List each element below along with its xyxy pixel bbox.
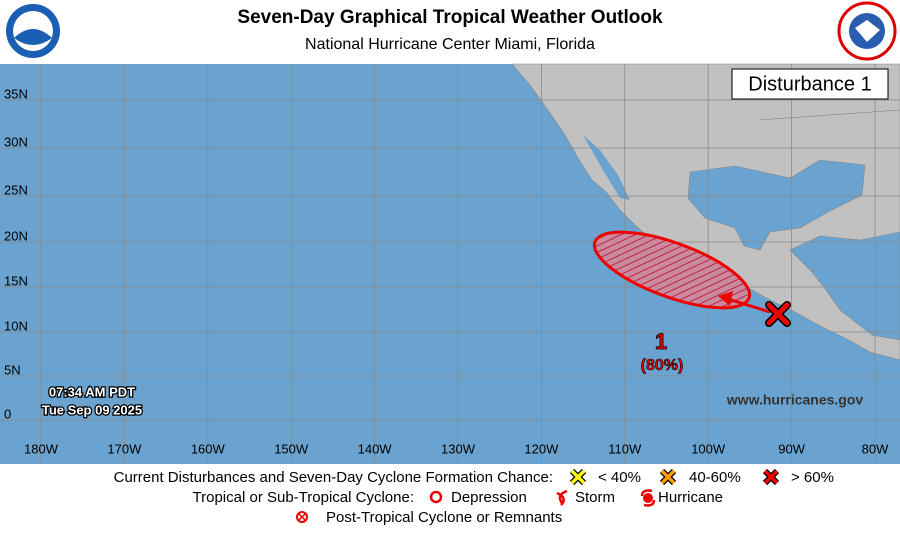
lon-label: 110W [608, 441, 642, 456]
formation-area [592, 230, 752, 310]
track-arrow [727, 297, 771, 314]
date: Tue Sep 09 2025 [42, 402, 142, 417]
nws-logo [837, 1, 897, 61]
lon-label: 150W [274, 441, 309, 456]
legend-label: Tropical or Sub-Tropical Cyclone: [193, 489, 414, 506]
disturbance-x [765, 301, 791, 327]
gulf-of-california [583, 135, 630, 200]
website: www.hurricanes.gov [726, 392, 864, 408]
lat-label: 30N [4, 134, 28, 149]
subtitle: National Hurricane Center Miami, Florida [305, 36, 595, 53]
lon-label: 120W [524, 441, 559, 456]
noaa-logo [6, 4, 60, 58]
legend-item: Storm [575, 489, 615, 506]
lon-label: 90W [778, 441, 805, 456]
lon-label: 170W [107, 441, 142, 456]
lon-label: 130W [441, 441, 476, 456]
lon-label: 100W [691, 441, 726, 456]
legend-item: < 40% [598, 469, 641, 486]
lat-label: 20N [4, 228, 28, 243]
border [759, 109, 900, 121]
lon-label: 180W [24, 441, 59, 456]
disturbance-chance: (80%) [641, 357, 684, 374]
legend-item: 40-60% [689, 469, 741, 486]
gulf-of-mexico [687, 159, 866, 251]
lat-label: 15N [4, 273, 28, 288]
cuba [835, 218, 900, 230]
label-box-text: Disturbance 1 [748, 73, 871, 95]
legend-item: Hurricane [658, 489, 723, 506]
lon-label: 160W [191, 441, 226, 456]
disturbance-id: 1 [655, 329, 667, 354]
lat-label: 5N [4, 362, 21, 377]
legend: Current Disturbances and Seven-Day Cyclo… [114, 468, 834, 526]
legend-item: Depression [451, 489, 527, 506]
header-bg [0, 0, 900, 64]
lat-label: 10N [4, 318, 28, 333]
lat-label: 35N [4, 86, 28, 101]
label-box [731, 68, 889, 100]
lat-label: 25N [4, 182, 28, 197]
lon-label: 80W [862, 441, 889, 456]
lon-label: 140W [358, 441, 393, 456]
legend-item: > 60% [791, 469, 834, 486]
legend-item: Post-Tropical Cyclone or Remnants [326, 509, 562, 526]
title: Seven-Day Graphical Tropical Weather Out… [237, 7, 663, 28]
lat-label: 0 [4, 406, 11, 421]
time: 07:34 AM PDT [49, 384, 135, 399]
caribbean [789, 231, 900, 341]
legend-label: Current Disturbances and Seven-Day Cyclo… [114, 469, 553, 486]
arrow-head [718, 291, 733, 306]
